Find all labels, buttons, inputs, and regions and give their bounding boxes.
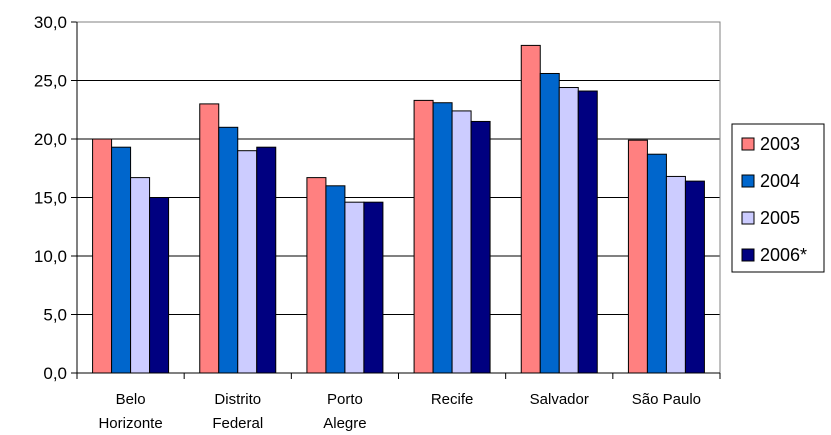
x-axis-labels: Belo Horizonte Distrito Federal Porto Alegre R… xyxy=(98,391,701,432)
bar xyxy=(646,153,667,374)
bars xyxy=(92,44,705,374)
bar xyxy=(627,139,648,374)
gridlines xyxy=(77,21,720,315)
y-tick-label: 20,0 xyxy=(34,130,67,149)
bar xyxy=(149,197,170,374)
bar xyxy=(363,201,384,374)
x-tick-label: Recife xyxy=(431,391,474,408)
x-tick-label: São Paulo xyxy=(632,391,701,408)
bar xyxy=(520,44,541,374)
legend-swatch xyxy=(741,211,755,225)
bar xyxy=(237,150,258,374)
legend-swatch xyxy=(741,137,755,151)
bar xyxy=(451,110,472,374)
x-tick-label: Federal xyxy=(212,415,263,432)
bar xyxy=(684,180,705,374)
y-tick-label: 25,0 xyxy=(34,72,67,91)
legend-label: 2003 xyxy=(760,134,800,154)
bar xyxy=(256,146,277,374)
y-tick-label: 0,0 xyxy=(43,364,67,383)
x-tick-label: Salvador xyxy=(530,391,589,408)
legend-swatch xyxy=(741,174,755,188)
bar xyxy=(539,72,560,374)
bar xyxy=(665,175,686,374)
y-axis-ticks: 0,0 5,0 10,0 15,0 20,0 25,0 30,0 xyxy=(34,13,67,383)
x-tick-label: Belo xyxy=(116,391,146,408)
bar xyxy=(558,87,579,374)
x-tick-label: Horizonte xyxy=(98,415,162,432)
bar xyxy=(470,120,491,374)
y-tick-label: 10,0 xyxy=(34,247,67,266)
bar xyxy=(111,146,132,374)
y-tick-label: 30,0 xyxy=(34,13,67,32)
x-tick-label: Alegre xyxy=(323,415,366,432)
bar xyxy=(218,126,239,374)
axes xyxy=(71,21,721,379)
legend: 2003 2004 2005 2006* xyxy=(731,123,825,273)
bar xyxy=(344,201,365,374)
bar xyxy=(199,103,220,374)
y-tick-label: 5,0 xyxy=(43,306,67,325)
legend-swatch xyxy=(741,248,755,262)
bar xyxy=(577,90,598,374)
bar xyxy=(92,138,113,374)
y-tick-label: 15,0 xyxy=(34,189,67,208)
x-tick-label: Distrito xyxy=(214,391,261,408)
legend-label: 2006* xyxy=(760,245,807,265)
x-tick-label: Porto xyxy=(327,391,363,408)
bar xyxy=(413,99,434,374)
bar xyxy=(130,177,151,374)
bar xyxy=(325,185,346,374)
bar xyxy=(432,102,453,374)
legend-label: 2004 xyxy=(760,171,800,191)
legend-label: 2005 xyxy=(760,208,800,228)
bar xyxy=(306,177,327,374)
